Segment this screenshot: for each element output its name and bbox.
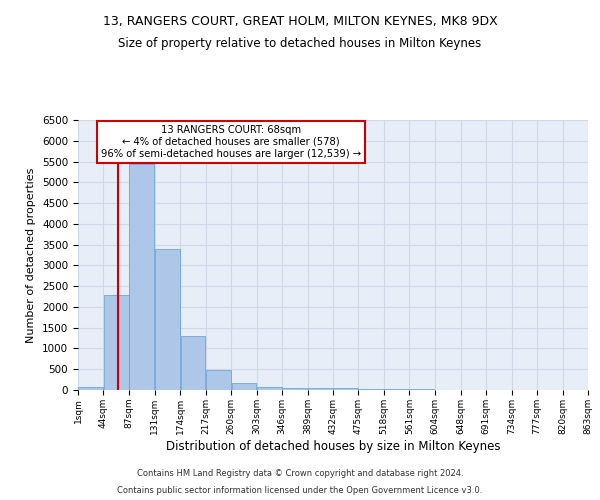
Text: Size of property relative to detached houses in Milton Keynes: Size of property relative to detached ho… <box>118 38 482 51</box>
Bar <box>359 389 383 390</box>
Bar <box>283 388 307 390</box>
Text: Contains HM Land Registry data © Crown copyright and database right 2024.: Contains HM Land Registry data © Crown c… <box>137 468 463 477</box>
Bar <box>257 386 282 390</box>
Bar <box>78 387 103 390</box>
Text: 13 RANGERS COURT: 68sqm
← 4% of detached houses are smaller (578)
96% of semi-de: 13 RANGERS COURT: 68sqm ← 4% of detached… <box>101 126 361 158</box>
Y-axis label: Number of detached properties: Number of detached properties <box>26 168 37 342</box>
Bar <box>129 164 154 390</box>
Text: Contains public sector information licensed under the Open Government Licence v3: Contains public sector information licen… <box>118 486 482 495</box>
Bar <box>104 296 128 390</box>
Bar <box>384 389 409 390</box>
Bar <box>308 388 333 390</box>
Bar <box>155 249 180 390</box>
X-axis label: Distribution of detached houses by size in Milton Keynes: Distribution of detached houses by size … <box>166 440 500 452</box>
Bar <box>232 384 256 390</box>
Bar <box>206 370 231 390</box>
Text: 13, RANGERS COURT, GREAT HOLM, MILTON KEYNES, MK8 9DX: 13, RANGERS COURT, GREAT HOLM, MILTON KE… <box>103 15 497 28</box>
Bar <box>333 388 358 390</box>
Bar <box>181 336 205 390</box>
